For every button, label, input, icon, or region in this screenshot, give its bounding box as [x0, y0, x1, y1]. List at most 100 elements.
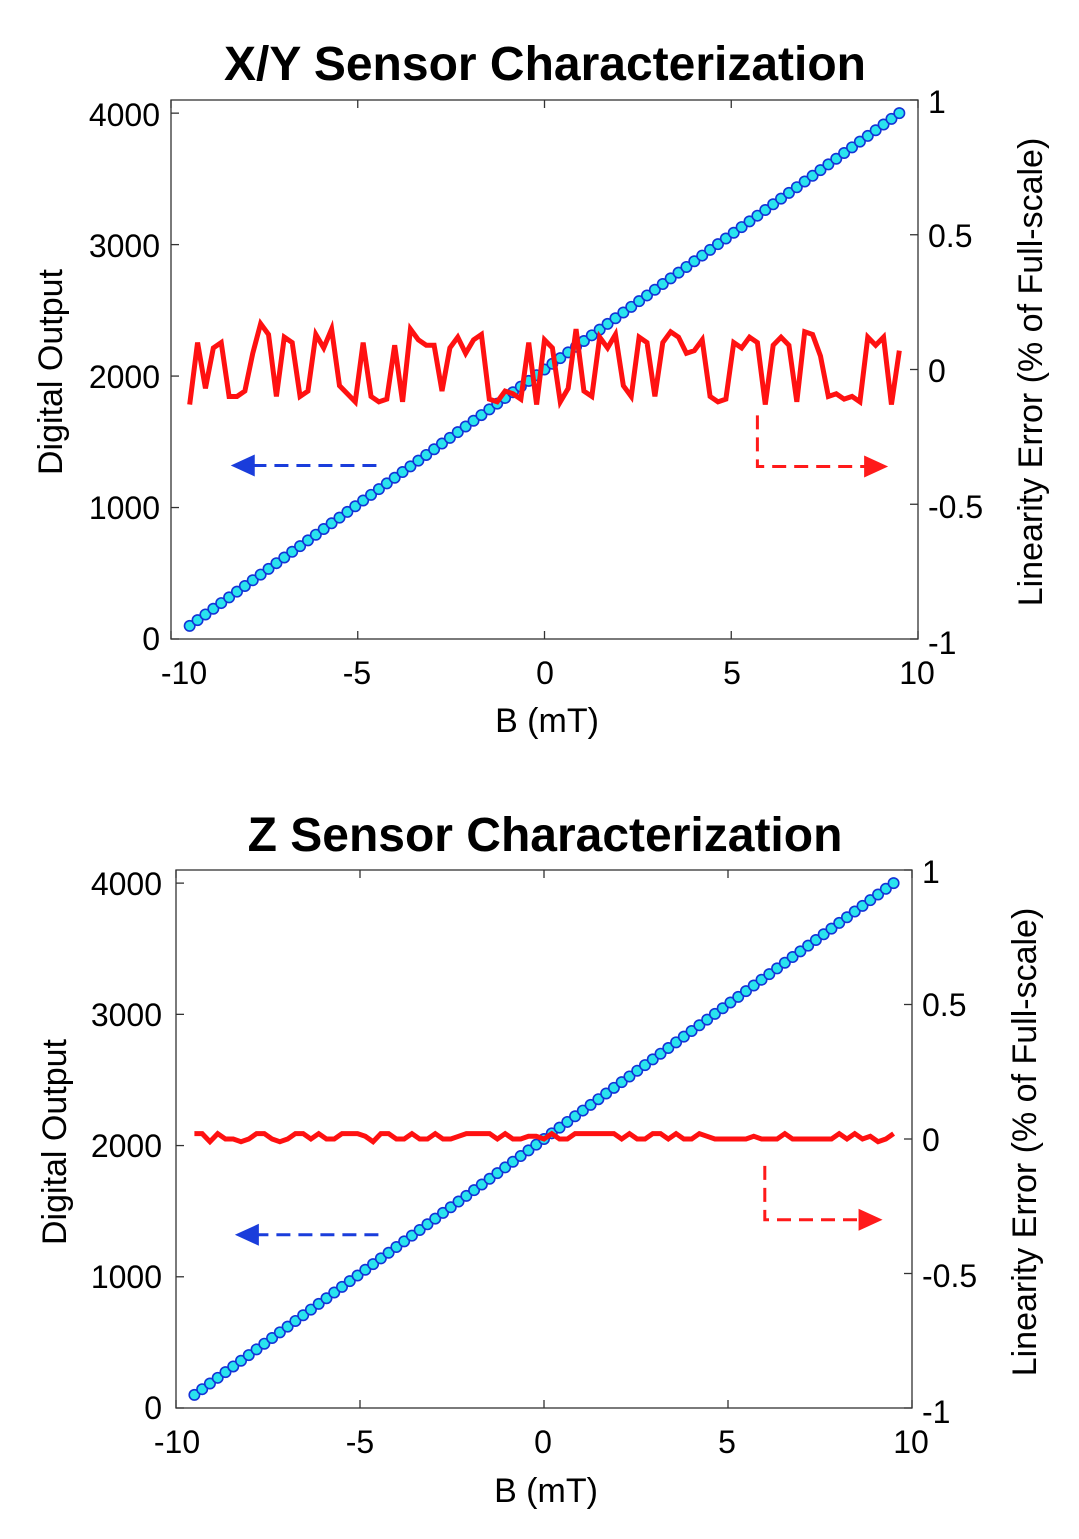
digital-output-point [719, 232, 732, 245]
digital-output-point [258, 1337, 271, 1350]
digital-output-point [336, 1280, 349, 1293]
digital-output-point [428, 443, 441, 456]
digital-output-point [357, 494, 370, 507]
digital-output-point [664, 272, 677, 285]
left-axis-arrow-head [230, 454, 255, 477]
digital-output-point [861, 129, 874, 142]
digital-output-point [499, 1161, 512, 1174]
x-tick-label: 10 [893, 1424, 929, 1460]
z-sensor-chart-svg: Z Sensor Characterization -10 -5 0 5 10 … [36, 809, 1044, 1510]
digital-output-point [242, 1349, 255, 1362]
digital-output-point [396, 466, 409, 479]
right-axis-arrow-line [755, 415, 869, 469]
digital-output-point [833, 916, 846, 929]
digital-output-point [646, 1053, 659, 1066]
chart-title: Z Sensor Characterization [248, 809, 843, 862]
digital-output-point [223, 591, 236, 604]
z-sensor-chart: Z Sensor Characterization -10 -5 0 5 10 … [0, 770, 1079, 1539]
digital-output-point [569, 1110, 582, 1123]
digital-output-point [592, 1093, 605, 1106]
digital-output-point [301, 534, 314, 547]
digital-output-point [514, 1150, 527, 1163]
y-tick-label: 3000 [91, 997, 162, 1033]
y2-tick-label: -1 [922, 1394, 950, 1430]
y2-tick-label: -1 [928, 625, 956, 661]
digital-output-point [822, 158, 835, 171]
plot-area [175, 869, 913, 1409]
y-tick-label: 0 [142, 621, 160, 657]
y2-tick-label: 0.5 [928, 218, 972, 254]
digital-output-point [246, 574, 259, 587]
y-tick-label: 4000 [89, 97, 160, 133]
xy-sensor-chart-svg: X/Y Sensor Characterization -10 -5 0 5 1… [32, 38, 1050, 740]
digital-output-point [199, 608, 212, 621]
digital-output-point [685, 1024, 698, 1037]
digital-output-point [798, 175, 811, 188]
digital-output-point [601, 317, 614, 330]
digital-output-point [751, 209, 764, 222]
digital-output-point [467, 414, 480, 427]
digital-output-point [289, 1314, 302, 1327]
digital-output-point [656, 278, 669, 291]
digital-output-point [297, 1309, 310, 1322]
y2-axis-label: Linearity Error (% of Full-scale) [1012, 138, 1050, 607]
digital-output-point [607, 1081, 620, 1094]
digital-output-point [576, 1104, 589, 1117]
x-axis-label: B (mT) [494, 1472, 598, 1510]
x-tick-label: 0 [536, 655, 554, 691]
digital-output-point [203, 1377, 216, 1390]
digital-output-point [778, 956, 791, 969]
digital-output-point [281, 1320, 294, 1333]
digital-output-point [623, 1070, 636, 1083]
digital-output-point [885, 112, 898, 125]
y-tick-label: 0 [144, 1390, 162, 1426]
digital-output-point [735, 221, 748, 234]
digital-output-point [483, 1172, 496, 1185]
digital-output-point [864, 894, 877, 907]
digital-output-point [320, 1292, 333, 1305]
digital-output-point [188, 1388, 201, 1401]
digital-output-point [693, 1019, 706, 1032]
digital-output-point [584, 1098, 597, 1111]
y2-axis-label: Linearity Error (% of Full-scale) [1006, 908, 1044, 1377]
digital-output-point [677, 1030, 690, 1043]
digital-output-point [840, 911, 853, 924]
digital-output-point [191, 614, 204, 627]
digital-output-point [879, 882, 892, 895]
digital-output-point [817, 928, 830, 941]
digital-output-point [483, 403, 496, 416]
x-tick-label: -5 [343, 655, 371, 691]
digital-output-point [491, 1167, 504, 1180]
digital-output-point [413, 1223, 426, 1236]
digital-output-point [435, 437, 448, 450]
x-tick-label: -5 [346, 1424, 374, 1460]
digital-output-point [412, 454, 425, 467]
digital-output-point [625, 300, 638, 313]
digital-output-point [704, 243, 717, 256]
digital-output-point [420, 448, 433, 461]
digital-output-point [806, 169, 819, 182]
digital-output-point [365, 488, 378, 501]
digital-output-point [617, 306, 630, 319]
digital-output-point [404, 460, 417, 473]
digital-output-point [755, 973, 768, 986]
digital-output-point [278, 551, 291, 564]
digital-output-point [380, 477, 393, 490]
digital-output-point [506, 1155, 519, 1168]
digital-output-point [207, 602, 220, 615]
digital-output-point [814, 164, 827, 177]
digital-output-point [443, 431, 456, 444]
digital-output-point [711, 238, 724, 251]
y-tick-label: 4000 [91, 866, 162, 902]
digital-output-point [333, 511, 346, 524]
digital-output-point [522, 1144, 535, 1157]
digital-output-point [250, 1343, 263, 1356]
digital-output-point [853, 135, 866, 148]
y-axis-label: Digital Output [32, 268, 70, 475]
digital-output-point [351, 1269, 364, 1282]
linearity-error-series-line [194, 1130, 896, 1146]
digital-output-point [600, 1087, 613, 1100]
digital-output-point [421, 1218, 434, 1231]
digital-output-point [215, 597, 228, 610]
right-axis-arrow-head [864, 455, 889, 478]
